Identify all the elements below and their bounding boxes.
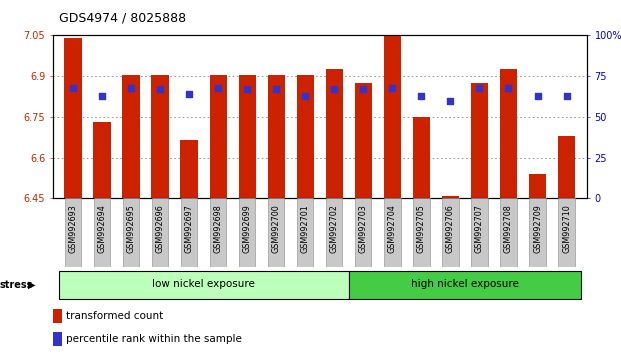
Bar — [268, 75, 285, 198]
FancyBboxPatch shape — [384, 198, 401, 267]
Text: GSM992698: GSM992698 — [214, 204, 223, 252]
Text: GSM992699: GSM992699 — [243, 204, 252, 253]
FancyBboxPatch shape — [558, 198, 574, 267]
Text: low nickel exposure: low nickel exposure — [152, 279, 255, 289]
FancyBboxPatch shape — [297, 198, 314, 267]
Bar — [93, 122, 111, 198]
Text: GSM992707: GSM992707 — [475, 204, 484, 253]
Text: GSM992696: GSM992696 — [156, 204, 165, 252]
Point — [561, 93, 571, 98]
FancyBboxPatch shape — [326, 198, 342, 267]
Bar — [384, 35, 401, 198]
Bar — [297, 75, 314, 198]
FancyBboxPatch shape — [529, 198, 546, 267]
Bar — [65, 38, 82, 198]
Point — [242, 86, 252, 92]
Bar — [558, 136, 575, 198]
FancyBboxPatch shape — [181, 198, 197, 267]
Text: GSM992694: GSM992694 — [97, 204, 107, 252]
FancyBboxPatch shape — [152, 198, 168, 267]
Bar — [209, 75, 227, 198]
Bar — [442, 195, 459, 198]
Text: GDS4974 / 8025888: GDS4974 / 8025888 — [59, 12, 186, 25]
Point — [329, 86, 339, 92]
Text: GSM992708: GSM992708 — [504, 204, 513, 252]
Text: GSM992695: GSM992695 — [127, 204, 135, 253]
FancyBboxPatch shape — [355, 198, 371, 267]
FancyBboxPatch shape — [65, 198, 81, 267]
FancyBboxPatch shape — [123, 198, 139, 267]
Bar — [471, 83, 488, 198]
Text: GSM992705: GSM992705 — [417, 204, 426, 253]
Bar — [53, 332, 62, 346]
Text: GSM992704: GSM992704 — [388, 204, 397, 252]
FancyBboxPatch shape — [501, 198, 517, 267]
Text: high nickel exposure: high nickel exposure — [411, 279, 519, 289]
Text: GSM992710: GSM992710 — [562, 204, 571, 252]
Bar — [122, 75, 140, 198]
Text: GSM992697: GSM992697 — [184, 204, 194, 253]
Text: GSM992693: GSM992693 — [68, 204, 78, 252]
Point — [301, 93, 310, 98]
Point — [533, 93, 543, 98]
Text: percentile rank within the sample: percentile rank within the sample — [66, 334, 242, 344]
Point — [184, 91, 194, 97]
Bar — [529, 174, 546, 198]
Text: GSM992702: GSM992702 — [330, 204, 339, 253]
Text: ▶: ▶ — [28, 280, 35, 290]
Point — [474, 85, 484, 90]
Bar — [355, 83, 372, 198]
Point — [97, 93, 107, 98]
FancyBboxPatch shape — [210, 198, 226, 267]
Bar — [238, 75, 256, 198]
Point — [417, 93, 427, 98]
Bar — [500, 69, 517, 198]
Bar — [413, 117, 430, 198]
FancyBboxPatch shape — [349, 271, 581, 299]
Point — [271, 86, 281, 92]
Bar — [325, 69, 343, 198]
Point — [155, 86, 165, 92]
Text: stress: stress — [0, 280, 34, 290]
Text: transformed count: transformed count — [66, 311, 163, 321]
Point — [388, 85, 397, 90]
Point — [504, 85, 514, 90]
Point — [358, 86, 368, 92]
FancyBboxPatch shape — [94, 198, 111, 267]
Text: GSM992706: GSM992706 — [446, 204, 455, 252]
Bar — [181, 140, 198, 198]
Bar — [53, 309, 62, 323]
FancyBboxPatch shape — [58, 271, 349, 299]
FancyBboxPatch shape — [442, 198, 458, 267]
FancyBboxPatch shape — [239, 198, 255, 267]
Point — [445, 98, 455, 103]
Text: GSM992709: GSM992709 — [533, 204, 542, 253]
Bar — [152, 75, 169, 198]
FancyBboxPatch shape — [414, 198, 430, 267]
Text: GSM992703: GSM992703 — [359, 204, 368, 252]
Point — [68, 85, 78, 90]
Point — [126, 85, 136, 90]
FancyBboxPatch shape — [268, 198, 284, 267]
Point — [213, 85, 223, 90]
Text: GSM992700: GSM992700 — [272, 204, 281, 252]
FancyBboxPatch shape — [471, 198, 487, 267]
Text: GSM992701: GSM992701 — [301, 204, 310, 252]
